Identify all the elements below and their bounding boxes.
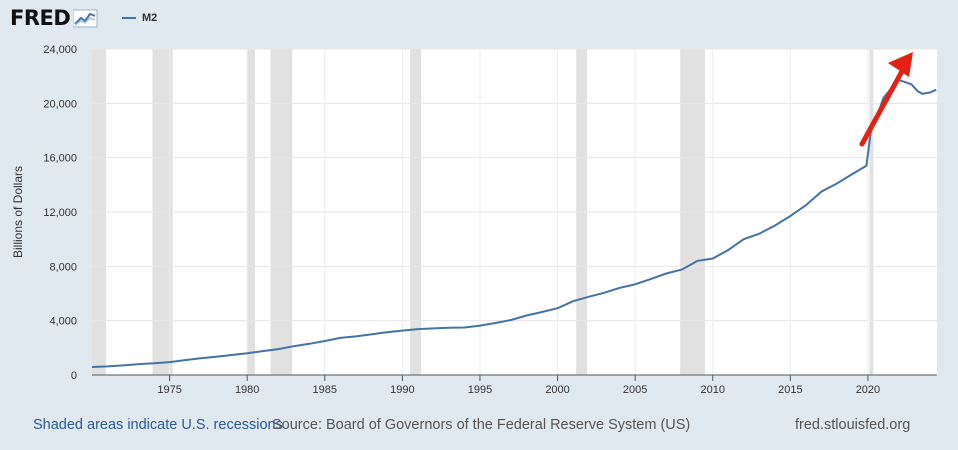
x-tick-label-3: 1990 bbox=[390, 384, 414, 396]
x-tick-label-4: 1995 bbox=[468, 384, 492, 396]
y-axis-ticks: 0 4,000 8,000 12,000 16,000 20,000 24,000 bbox=[43, 44, 77, 382]
annotation-arrow-shaft bbox=[859, 61, 909, 147]
annotation-arrow bbox=[859, 52, 913, 147]
x-tick-label-5: 2000 bbox=[545, 384, 569, 396]
x-tick-label-0: 1975 bbox=[157, 384, 181, 396]
y-tick-label-6: 24,000 bbox=[43, 44, 77, 56]
source-text: Source: Board of Governors of the Federa… bbox=[272, 417, 691, 433]
x-tick-label-6: 2005 bbox=[623, 384, 647, 396]
y-axis-label: Billions of Dollars bbox=[11, 166, 25, 258]
y-tick-label-2: 8,000 bbox=[49, 261, 77, 273]
x-tick-label-1: 1980 bbox=[235, 384, 259, 396]
y-tick-label-0: 0 bbox=[71, 370, 77, 382]
series-line-m2 bbox=[91, 79, 937, 368]
legend-label: M2 bbox=[142, 12, 158, 24]
y-tick-label-4: 16,000 bbox=[43, 153, 77, 165]
annotation-arrow-head bbox=[888, 52, 913, 77]
x-axis-ticks: 1975 1980 1985 1990 1995 2000 2005 2010 2015 2020 bbox=[92, 374, 937, 396]
fred-logo[interactable]: FRED bbox=[10, 6, 99, 30]
x-tick-label-2: 1985 bbox=[313, 384, 337, 396]
x-tick-label-8: 2015 bbox=[778, 384, 802, 396]
y-tick-label-1: 4,000 bbox=[49, 316, 77, 328]
fred-graph-icon bbox=[73, 9, 98, 28]
legend-line-swatch bbox=[122, 17, 136, 19]
gridlines bbox=[92, 48, 937, 375]
y-tick-label-3: 12,000 bbox=[43, 207, 77, 219]
fred-logo-text: FRED bbox=[10, 6, 71, 30]
legend: M2 bbox=[122, 12, 157, 24]
recessions-link[interactable]: Shaded areas indicate U.S. recessions bbox=[33, 417, 283, 433]
site-link[interactable]: fred.stlouisfed.org bbox=[795, 417, 911, 433]
x-tick-label-7: 2010 bbox=[701, 384, 725, 396]
x-tick-label-9: 2020 bbox=[856, 384, 880, 396]
y-tick-label-5: 20,000 bbox=[43, 98, 77, 110]
